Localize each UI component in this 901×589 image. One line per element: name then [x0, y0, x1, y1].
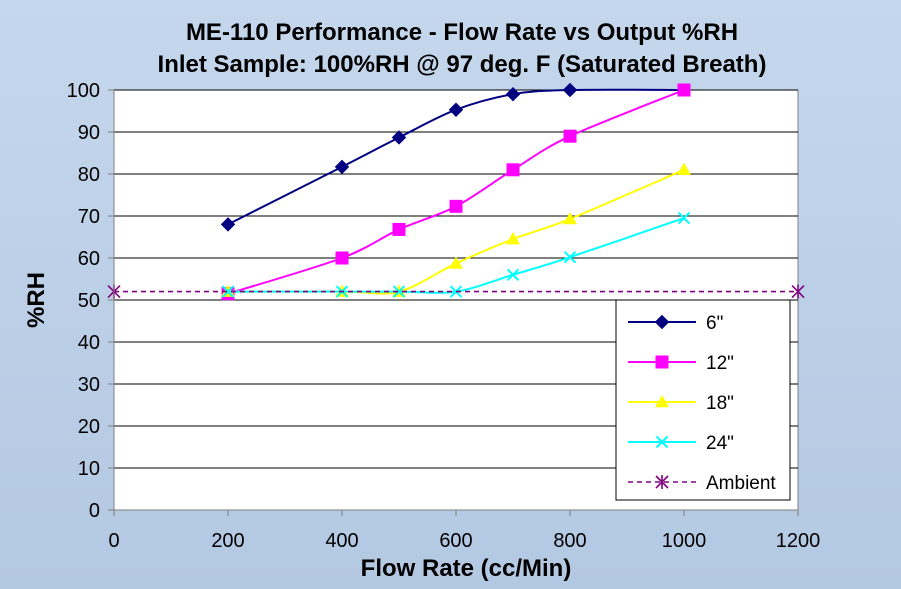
data-point — [449, 199, 463, 213]
legend-label: 12" — [706, 353, 734, 374]
data-point — [506, 268, 520, 282]
legend-box — [615, 299, 791, 501]
data-point — [391, 130, 407, 145]
legend-item: 24" — [628, 433, 734, 454]
legend-label: 6" — [706, 313, 723, 334]
data-point — [562, 82, 578, 98]
data-point — [334, 159, 350, 175]
data-point — [221, 285, 235, 298]
y-tick-label: 90 — [78, 122, 100, 144]
data-point — [563, 129, 577, 143]
legend-marker — [655, 355, 669, 369]
x-tick-label: 400 — [325, 530, 358, 552]
y-tick-label: 10 — [78, 458, 100, 480]
y-tick-label: 40 — [78, 332, 100, 354]
chart-title: ME-110 Performance - Flow Rate vs Output… — [186, 19, 738, 46]
data-point — [220, 217, 236, 232]
x-axis-title: Flow Rate (cc/Min) — [361, 555, 572, 582]
legend-marker — [655, 395, 669, 408]
data-point — [563, 211, 577, 225]
series-0 — [220, 82, 685, 232]
legend-label: Ambient — [706, 473, 776, 494]
y-tick-label: 80 — [78, 164, 100, 186]
y-tick-label: 20 — [78, 416, 100, 438]
data-point — [506, 232, 520, 245]
legend-item: 6" — [628, 313, 723, 334]
legend-label: 24" — [706, 433, 734, 454]
legend-marker — [655, 435, 669, 449]
y-tick-label: 50 — [78, 290, 100, 312]
y-tick-label: 70 — [78, 206, 100, 228]
x-tick-label: 600 — [439, 530, 472, 552]
legend-item: Ambient — [628, 473, 776, 494]
y-tick-label: 60 — [78, 248, 100, 270]
x-tick-label: 800 — [553, 530, 586, 552]
y-axis-title: %RH — [23, 272, 50, 328]
x-tick-label: 1200 — [776, 530, 821, 552]
data-point — [677, 211, 691, 225]
y-tick-label: 100 — [67, 80, 100, 102]
x-tick-label: 200 — [211, 530, 244, 552]
y-tick-label: 0 — [89, 500, 100, 522]
legend-item: 18" — [628, 393, 734, 414]
data-point — [506, 163, 520, 177]
data-point — [563, 250, 577, 264]
chart-subtitle: Inlet Sample: 100%RH @ 97 deg. F (Satura… — [158, 51, 767, 78]
legend-label: 18" — [706, 393, 734, 414]
data-point — [505, 86, 521, 102]
data-point — [392, 222, 406, 236]
data-point — [335, 251, 349, 265]
legend: 6" 12" 18" 24" Ambient — [615, 299, 791, 501]
data-point — [449, 256, 463, 269]
legend-item: 12" — [628, 353, 734, 374]
data-point — [791, 284, 805, 299]
x-tick-label: 0 — [108, 530, 119, 552]
data-point — [677, 162, 691, 176]
data-point — [677, 83, 691, 97]
x-tick-label: 1000 — [662, 530, 707, 552]
data-point — [448, 102, 464, 117]
data-point — [392, 285, 406, 298]
y-tick-label: 30 — [78, 374, 100, 396]
series-lines — [107, 82, 805, 301]
legend-marker — [655, 475, 669, 489]
legend-marker — [654, 314, 670, 330]
